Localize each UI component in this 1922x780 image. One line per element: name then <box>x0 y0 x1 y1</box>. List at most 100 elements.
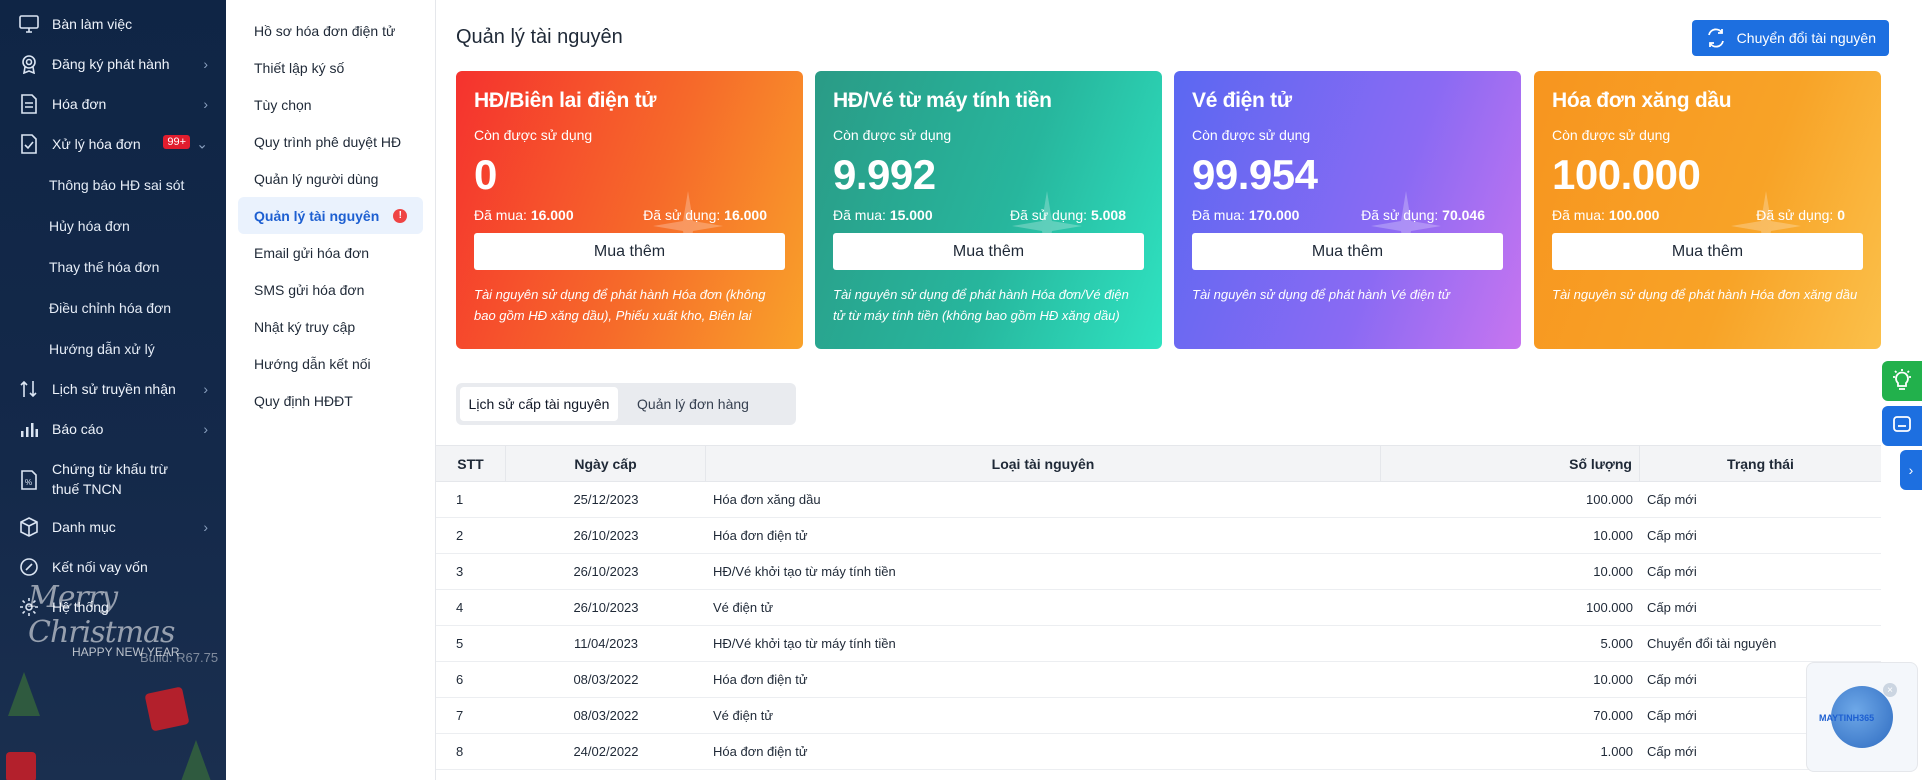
used-value: 70.046 <box>1442 207 1485 223</box>
cell-quantity: 10.000 <box>1593 528 1633 543</box>
table-row[interactable]: 4 26/10/2023 Vé điện tử 100.000 Cấp mới <box>436 590 1881 626</box>
subnav-item-signature-setup[interactable]: Thiết lập ký số <box>254 59 345 76</box>
subnav-item-sms[interactable]: SMS gửi hóa đơn <box>254 281 365 298</box>
expand-panel-button[interactable]: › <box>1900 450 1922 490</box>
table-header: STT Ngày cấp Loại tài nguyên Số lượng Tr… <box>436 445 1881 482</box>
cell-date: 24/02/2022 <box>573 744 639 759</box>
subnav-item-resource-management[interactable]: Quản lý tài nguyên ! <box>238 197 423 234</box>
subnav-item-invoice-profile[interactable]: Hồ sơ hóa đơn điện tử <box>254 22 396 39</box>
cell-type: Hóa đơn xăng dầu <box>713 492 821 507</box>
gear-icon <box>18 596 40 618</box>
table-row[interactable]: 3 26/10/2023 HĐ/Vé khởi tạo từ máy tính … <box>436 554 1881 590</box>
cube-icon <box>18 516 40 538</box>
column-header-type[interactable]: Loại tài nguyên <box>706 446 1381 481</box>
card-remaining-label: Còn được sử dụng <box>474 127 593 143</box>
column-header-date[interactable]: Ngày cấp <box>506 446 706 481</box>
sidebar-item-label: Lịch sử truyền nhận <box>52 381 176 397</box>
support-widget[interactable]: MAYTINH365 × <box>1806 662 1918 772</box>
card-remaining-label: Còn được sử dụng <box>833 127 952 143</box>
table-row[interactable]: 8 24/02/2022 Hóa đơn điện tử 1.000 Cấp m… <box>436 734 1881 770</box>
sidebar-item-label: Hệ thống <box>52 599 109 615</box>
cell-date: 26/10/2023 <box>573 564 639 579</box>
subnav-item-email[interactable]: Email gửi hóa đơn <box>254 244 370 261</box>
sidebar-item-system[interactable]: Hệ thống <box>0 587 226 627</box>
used-label: Đã sử dụng: <box>643 207 721 223</box>
column-header-status[interactable]: Trạng thái <box>1727 455 1794 472</box>
sidebar-subitem-adjust-invoice[interactable]: Điều chỉnh hóa đơn <box>49 299 172 316</box>
sidebar-item-invoice[interactable]: Hóa đơn › <box>0 84 226 124</box>
column-header-quantity[interactable]: Số lượng <box>1381 446 1640 481</box>
link-icon <box>18 556 40 578</box>
used-label: Đã sử dụng: <box>1361 207 1439 223</box>
sidebar-item-label: Bàn làm việc <box>52 16 133 32</box>
table-row[interactable]: 5 11/04/2023 HĐ/Vé khởi tạo từ máy tính … <box>436 626 1881 662</box>
table-row[interactable]: 2 26/10/2023 Hóa đơn điện tử 10.000 Cấp … <box>436 518 1881 554</box>
sparkle-decoration-icon <box>1012 191 1082 261</box>
table-row[interactable]: 7 08/03/2022 Vé điện tử 70.000 Cấp mới <box>436 698 1881 734</box>
tab-resource-history[interactable]: Lịch sử cấp tài nguyên <box>460 387 618 421</box>
sidebar-subitem-cancel-invoice[interactable]: Hủy hóa đơn <box>49 217 130 234</box>
tax-document-icon: % <box>18 469 40 491</box>
sparkle-decoration-icon <box>1371 191 1441 261</box>
table-row[interactable]: 1 25/12/2023 Hóa đơn xăng dầu 100.000 Cấ… <box>436 482 1881 518</box>
buy-more-button[interactable]: Mua thêm <box>1552 233 1863 270</box>
chevron-right-icon: › <box>203 519 208 535</box>
bought-value: 170.000 <box>1248 207 1300 223</box>
cell-status: Cấp mới <box>1647 708 1697 723</box>
sidebar-subitem-error-notice[interactable]: Thông báo HĐ sai sót <box>49 176 185 193</box>
column-header-index[interactable]: STT <box>436 446 506 481</box>
chart-icon <box>18 418 40 440</box>
sidebar-item-report[interactable]: Báo cáo › <box>0 409 226 449</box>
main-content: Quản lý tài nguyên Chuyển đổi tài nguyên… <box>436 0 1922 780</box>
used-value: 16.000 <box>724 207 767 223</box>
sidebar-item-transfer-history[interactable]: Lịch sử truyền nhận › <box>0 369 226 409</box>
sidebar-item-desktop[interactable]: Bàn làm việc <box>0 4 226 44</box>
sidebar-item-register[interactable]: Đăng ký phát hành › <box>0 44 226 84</box>
cell-index: 3 <box>456 564 464 579</box>
christmas-subtitle: HAPPY NEW YEAR <box>72 645 180 659</box>
sidebar-item-catalog[interactable]: Danh mục › <box>0 507 226 547</box>
sidebar-item-process-invoice[interactable]: Xử lý hóa đơn 99+ ⌄ <box>0 124 226 164</box>
buy-more-button[interactable]: Mua thêm <box>833 233 1144 270</box>
used-label: Đã sử dụng: <box>1756 207 1834 223</box>
cell-index: 4 <box>456 600 464 615</box>
subnav-item-regulations[interactable]: Quy định HĐĐT <box>254 392 353 409</box>
cell-index: 8 <box>456 744 464 759</box>
subnav-item-user-management[interactable]: Quản lý người dùng <box>254 170 379 187</box>
cell-type: Hóa đơn điện tử <box>713 744 808 759</box>
cell-quantity: 10.000 <box>1593 564 1633 579</box>
count-badge: 99+ <box>163 135 190 149</box>
close-icon[interactable]: × <box>1883 683 1897 697</box>
cell-date: 11/04/2023 <box>573 636 639 651</box>
subnav-item-options[interactable]: Tùy chọn <box>254 96 312 113</box>
idea-button[interactable] <box>1882 361 1922 401</box>
chevron-right-icon: › <box>203 56 208 72</box>
subnav-item-approval-flow[interactable]: Quy trình phê duyệt HĐ <box>254 133 402 150</box>
sidebar-subitem-replace-invoice[interactable]: Thay thế hóa đơn <box>49 258 160 275</box>
resource-history-table: STT Ngày cấp Loại tài nguyên Số lượng Tr… <box>436 445 1881 770</box>
cell-date: 26/10/2023 <box>573 528 639 543</box>
card-stats: Đã mua: 100.000 Đã sử dụng: 0 <box>1552 207 1863 223</box>
buy-more-button[interactable]: Mua thêm <box>474 233 785 270</box>
cell-index: 1 <box>456 492 464 507</box>
sidebar-item-loan[interactable]: Kết nối vay vốn <box>0 547 226 587</box>
cell-index: 2 <box>456 528 464 543</box>
table-row[interactable]: 6 08/03/2022 Hóa đơn điện tử 10.000 Cấp … <box>436 662 1881 698</box>
buy-more-button[interactable]: Mua thêm <box>1192 233 1503 270</box>
sidebar-item-tax-voucher[interactable]: % Chứng từ khấu trừ thuế TNCN <box>0 449 226 507</box>
chat-button[interactable] <box>1882 406 1922 446</box>
tab-order-management[interactable]: Quản lý đơn hàng <box>637 396 749 412</box>
switch-resource-button[interactable]: Chuyển đổi tài nguyên <box>1691 20 1889 56</box>
cell-date: 08/03/2022 <box>573 708 639 723</box>
subnav-item-connection-guide[interactable]: Hướng dẫn kết nối <box>254 355 371 372</box>
subnav-item-access-log[interactable]: Nhật ký truy cập <box>254 318 356 335</box>
cell-index: 5 <box>456 636 464 651</box>
sidebar-item-label: Chứng từ khấu trừ thuế TNCN <box>52 461 169 497</box>
cell-date: 25/12/2023 <box>573 492 639 507</box>
sidebar-subitem-guide[interactable]: Hướng dẫn xử lý <box>49 340 155 357</box>
cell-type: Hóa đơn điện tử <box>713 672 808 687</box>
cell-status: Cấp mới <box>1647 600 1697 615</box>
settings-subnav: Hồ sơ hóa đơn điện tử Thiết lập ký số Tù… <box>226 0 436 780</box>
support-brand: MAYTINH365 <box>1819 713 1875 723</box>
sidebar-item-label: Xử lý hóa đơn <box>52 136 141 152</box>
